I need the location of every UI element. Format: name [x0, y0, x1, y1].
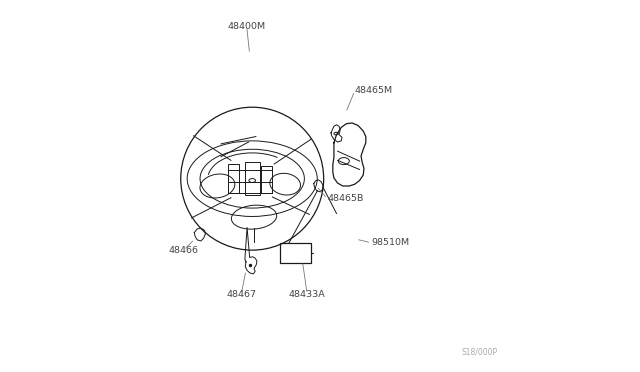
Text: 48466: 48466: [169, 246, 198, 254]
Text: 48433A: 48433A: [289, 289, 326, 299]
Text: 48465B: 48465B: [327, 194, 364, 203]
Text: 48467: 48467: [226, 289, 256, 299]
Text: S18/000P: S18/000P: [461, 347, 498, 356]
Bar: [280, 243, 311, 263]
Text: 98510M: 98510M: [371, 238, 410, 247]
Text: 48465M: 48465M: [355, 86, 393, 95]
Text: 48400M: 48400M: [228, 22, 266, 31]
